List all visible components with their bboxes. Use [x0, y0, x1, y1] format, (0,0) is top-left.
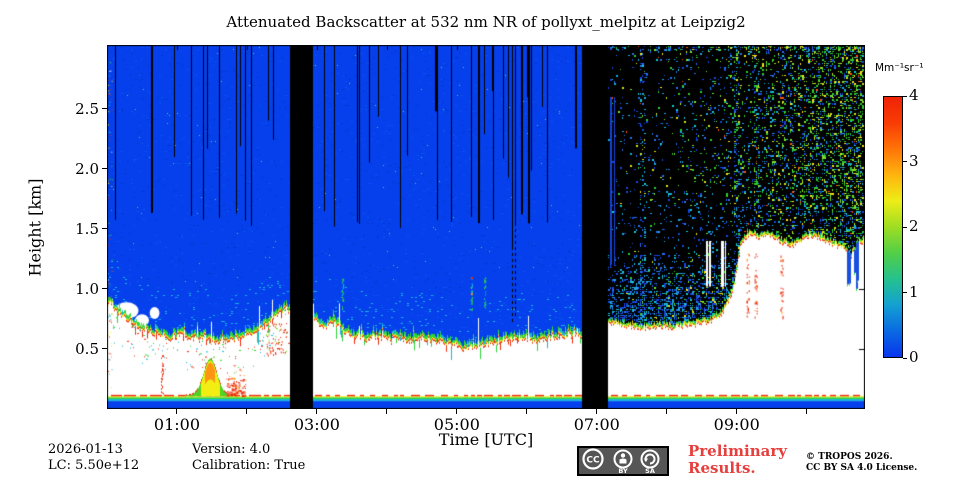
by-person-icon	[613, 449, 633, 469]
cc-by-sa-badge: CC BY SA	[577, 446, 669, 480]
footer-calibration: Calibration: True	[192, 458, 306, 473]
colorbar	[883, 96, 903, 358]
svg-text:SA: SA	[645, 467, 655, 475]
colorbar-tick-label: 4	[909, 86, 919, 104]
preliminary-line1: Preliminary	[688, 442, 787, 460]
x-tick-mark	[596, 409, 598, 414]
colorbar-tick-label: 1	[909, 282, 919, 301]
y-tick-label: 1.0	[75, 279, 99, 298]
x-tick-mark	[666, 409, 668, 414]
preliminary-line2: Results.	[688, 459, 756, 477]
x-tick-mark	[456, 409, 458, 414]
colorbar-tick-mark	[903, 95, 907, 97]
colorbar-tick-mark	[903, 357, 907, 359]
x-tick-mark	[246, 409, 248, 414]
svg-text:BY: BY	[618, 467, 628, 475]
colorbar-tick-label: 0	[909, 348, 919, 366]
sa-arrow-icon	[640, 449, 660, 469]
colorbar-tick-mark	[903, 292, 907, 293]
copyright-notice: © TROPOS 2026. CC BY SA 4.0 License.	[806, 452, 917, 474]
x-tick-mark	[736, 409, 738, 414]
y-tick-label: 1.5	[75, 219, 99, 238]
footer-lidar-constant: LC: 5.50e+12	[48, 458, 140, 473]
heatmap-plot-area	[107, 45, 865, 409]
colorbar-tick-label: 2	[909, 217, 919, 235]
y-axis-label: Height [km]	[25, 178, 45, 276]
x-tick-mark	[176, 409, 178, 414]
preliminary-results-notice: Preliminary Results.	[688, 443, 787, 477]
footer-version: Version: 4.0	[192, 442, 271, 457]
colorbar-unit-label: Mm⁻¹sr⁻¹	[875, 62, 924, 74]
x-tick-mark	[806, 409, 808, 414]
copyright-line2: CC BY SA 4.0 License.	[806, 463, 918, 473]
x-axis-label: Time [UTC]	[438, 430, 534, 449]
cc-license-icon: CC BY SA	[577, 446, 669, 476]
colorbar-tick-mark	[903, 161, 907, 162]
colorbar-tick-label: 3	[909, 151, 919, 170]
footer-date: 2026-01-13	[48, 442, 123, 457]
copyright-line1: © TROPOS 2026.	[806, 452, 893, 462]
y-tick-label: 2.0	[75, 159, 99, 178]
x-tick-mark	[316, 409, 318, 414]
svg-text:CC: CC	[586, 456, 600, 466]
cc-circle-icon	[582, 448, 604, 470]
backscatter-heatmap-canvas	[107, 45, 865, 409]
y-tick-label: 0.5	[75, 339, 99, 358]
x-tick-mark	[386, 409, 388, 414]
x-tick-mark	[526, 409, 528, 414]
y-tick-label: 2.5	[75, 99, 99, 118]
chart-title: Attenuated Backscatter at 532 nm NR of p…	[226, 13, 746, 31]
colorbar-tick-mark	[903, 226, 907, 228]
